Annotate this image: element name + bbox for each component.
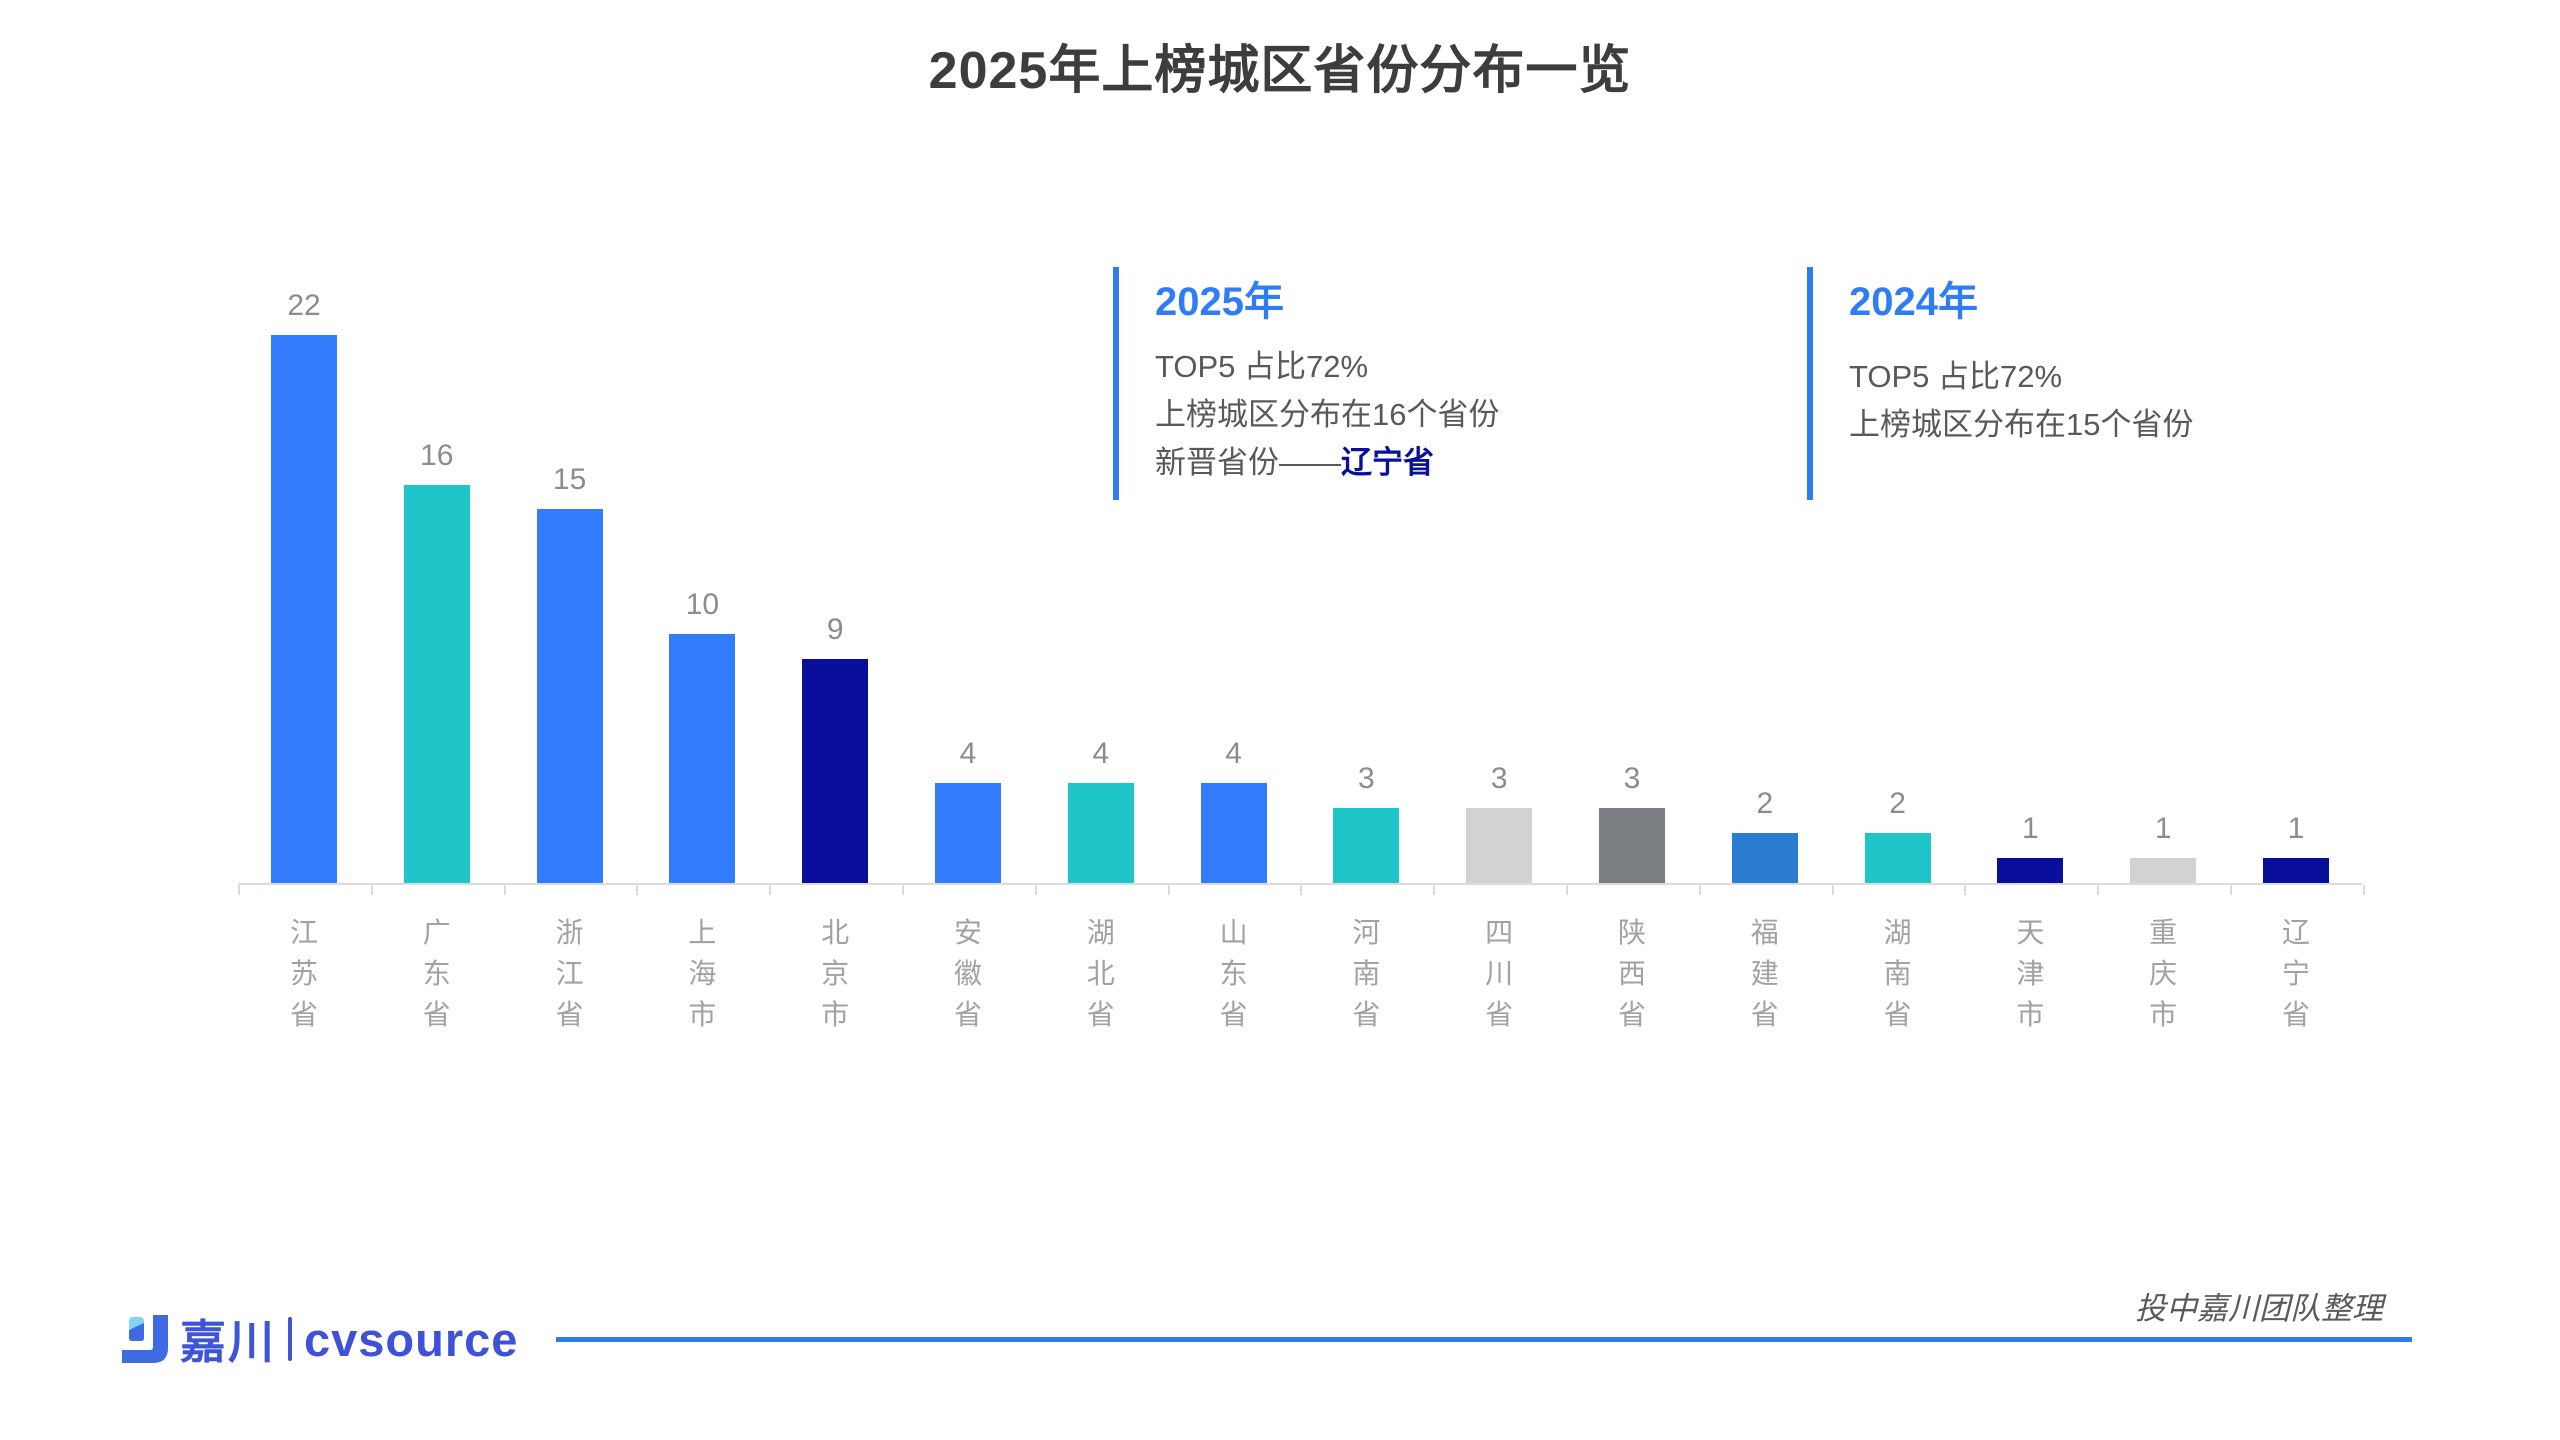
x-axis-label: 辽宁省 [2281, 917, 2310, 1030]
bar [2130, 858, 2197, 883]
x-axis-label: 安徽省 [953, 917, 982, 1030]
bar-value-label: 2 [1889, 787, 1906, 820]
x-axis-tick [2363, 885, 2365, 895]
x-axis-tick [1433, 885, 1435, 895]
callout-2025-line2: 上榜城区分布在16个省份 [1155, 397, 1500, 432]
x-axis-label: 陕西省 [1617, 917, 1646, 1030]
x-axis-tick [1035, 885, 1037, 895]
x-axis-tick [902, 885, 904, 895]
bar-value-label: 22 [287, 289, 321, 322]
bar-value-label: 1 [2154, 812, 2172, 845]
bar-value-label: 4 [1092, 737, 1110, 770]
bar [1200, 783, 1267, 883]
x-axis-label: 湖南省 [1883, 917, 1912, 1030]
bar [935, 783, 1001, 883]
bar [403, 485, 470, 883]
x-axis-line [238, 883, 2362, 885]
x-axis-label: 四川省 [1485, 917, 1514, 1030]
callout-2024-heading: 2024年 [1849, 280, 1978, 324]
x-axis-tick [769, 885, 771, 895]
brand-divider [288, 1317, 292, 1361]
x-axis-tick [2230, 885, 2232, 895]
credit-text: 投中嘉川团队整理 [2135, 1291, 2383, 1326]
bar [536, 509, 603, 883]
bar-value-label: 3 [1490, 762, 1508, 795]
jiachuan-logo-icon [122, 1315, 168, 1363]
bar-value-label: 2 [1756, 787, 1774, 820]
brand-logo: 嘉川 cvsource [122, 1306, 518, 1372]
callout-2024-line1: TOP5 占比72% [1849, 359, 2063, 394]
callout-2024: 2024年 TOP5 占比72% 上榜城区分布在15个省份 [1807, 267, 2193, 500]
bar-value-label: 15 [552, 463, 587, 496]
bar-value-label: 4 [1225, 737, 1242, 770]
x-axis-tick [2097, 885, 2099, 895]
chart-title: 2025年上榜城区省份分布一览 [928, 42, 1632, 100]
new-province-highlight: 辽宁省 [1341, 445, 1434, 480]
x-axis-tick [1832, 885, 1834, 895]
bar [1997, 858, 2064, 883]
footer-rule [556, 1337, 2412, 1342]
brand-name-cn: 嘉川 [180, 1316, 276, 1368]
x-axis-label: 福建省 [1750, 917, 1779, 1030]
callout-2025-line1: TOP5 占比72% [1155, 349, 1369, 384]
x-axis-tick [1300, 885, 1302, 895]
bar-value-label: 1 [2287, 812, 2305, 845]
bar-value-label: 10 [685, 588, 720, 621]
bar [2263, 858, 2329, 883]
x-axis-label: 广东省 [422, 917, 451, 1030]
brand-name-en: cvsource [304, 1312, 519, 1366]
bar [1731, 833, 1798, 883]
bar [271, 335, 337, 883]
bar [1333, 808, 1400, 883]
x-axis-label: 天津市 [2016, 917, 2045, 1030]
bar-value-label: 3 [1623, 762, 1641, 795]
bar-value-label: 3 [1358, 762, 1375, 795]
bar-value-label: 16 [420, 439, 454, 472]
callout-2025: 2025年 TOP5 占比72% 上榜城区分布在16个省份 新晋省份——辽宁省 [1113, 267, 1499, 500]
x-axis-label: 江苏省 [289, 917, 318, 1030]
bar-value-label: 4 [959, 737, 977, 770]
x-axis-label: 浙江省 [555, 917, 584, 1030]
callout-2024-line2: 上榜城区分布在15个省份 [1849, 407, 2194, 442]
x-axis-label: 湖北省 [1086, 917, 1115, 1030]
callout-2025-heading: 2025年 [1155, 280, 1284, 324]
x-axis-label: 山东省 [1219, 917, 1248, 1030]
bar [1067, 783, 1134, 883]
x-axis-label: 上海市 [688, 917, 717, 1030]
bar [1466, 808, 1533, 883]
bar [1599, 808, 1665, 883]
new-province-prefix: 新晋省份—— [1155, 445, 1341, 480]
bar-value-label: 1 [2022, 812, 2039, 845]
bar [802, 659, 869, 883]
callout-2025-line3: 新晋省份——辽宁省 [1155, 439, 1499, 487]
x-axis-tick [238, 885, 240, 895]
x-axis-label: 河南省 [1352, 917, 1381, 1030]
bar [669, 634, 736, 883]
x-axis-label: 重庆市 [2149, 917, 2178, 1030]
x-axis-tick [1964, 885, 1966, 895]
x-axis-tick [1566, 885, 1568, 895]
x-axis-tick [1168, 885, 1170, 895]
bar [1864, 833, 1931, 883]
x-axis-tick [636, 885, 638, 895]
x-axis-tick [371, 885, 373, 895]
x-axis-tick [1699, 885, 1701, 895]
x-axis-label: 北京市 [821, 917, 850, 1030]
bar-value-label: 9 [826, 613, 844, 646]
x-axis-tick [504, 885, 506, 895]
